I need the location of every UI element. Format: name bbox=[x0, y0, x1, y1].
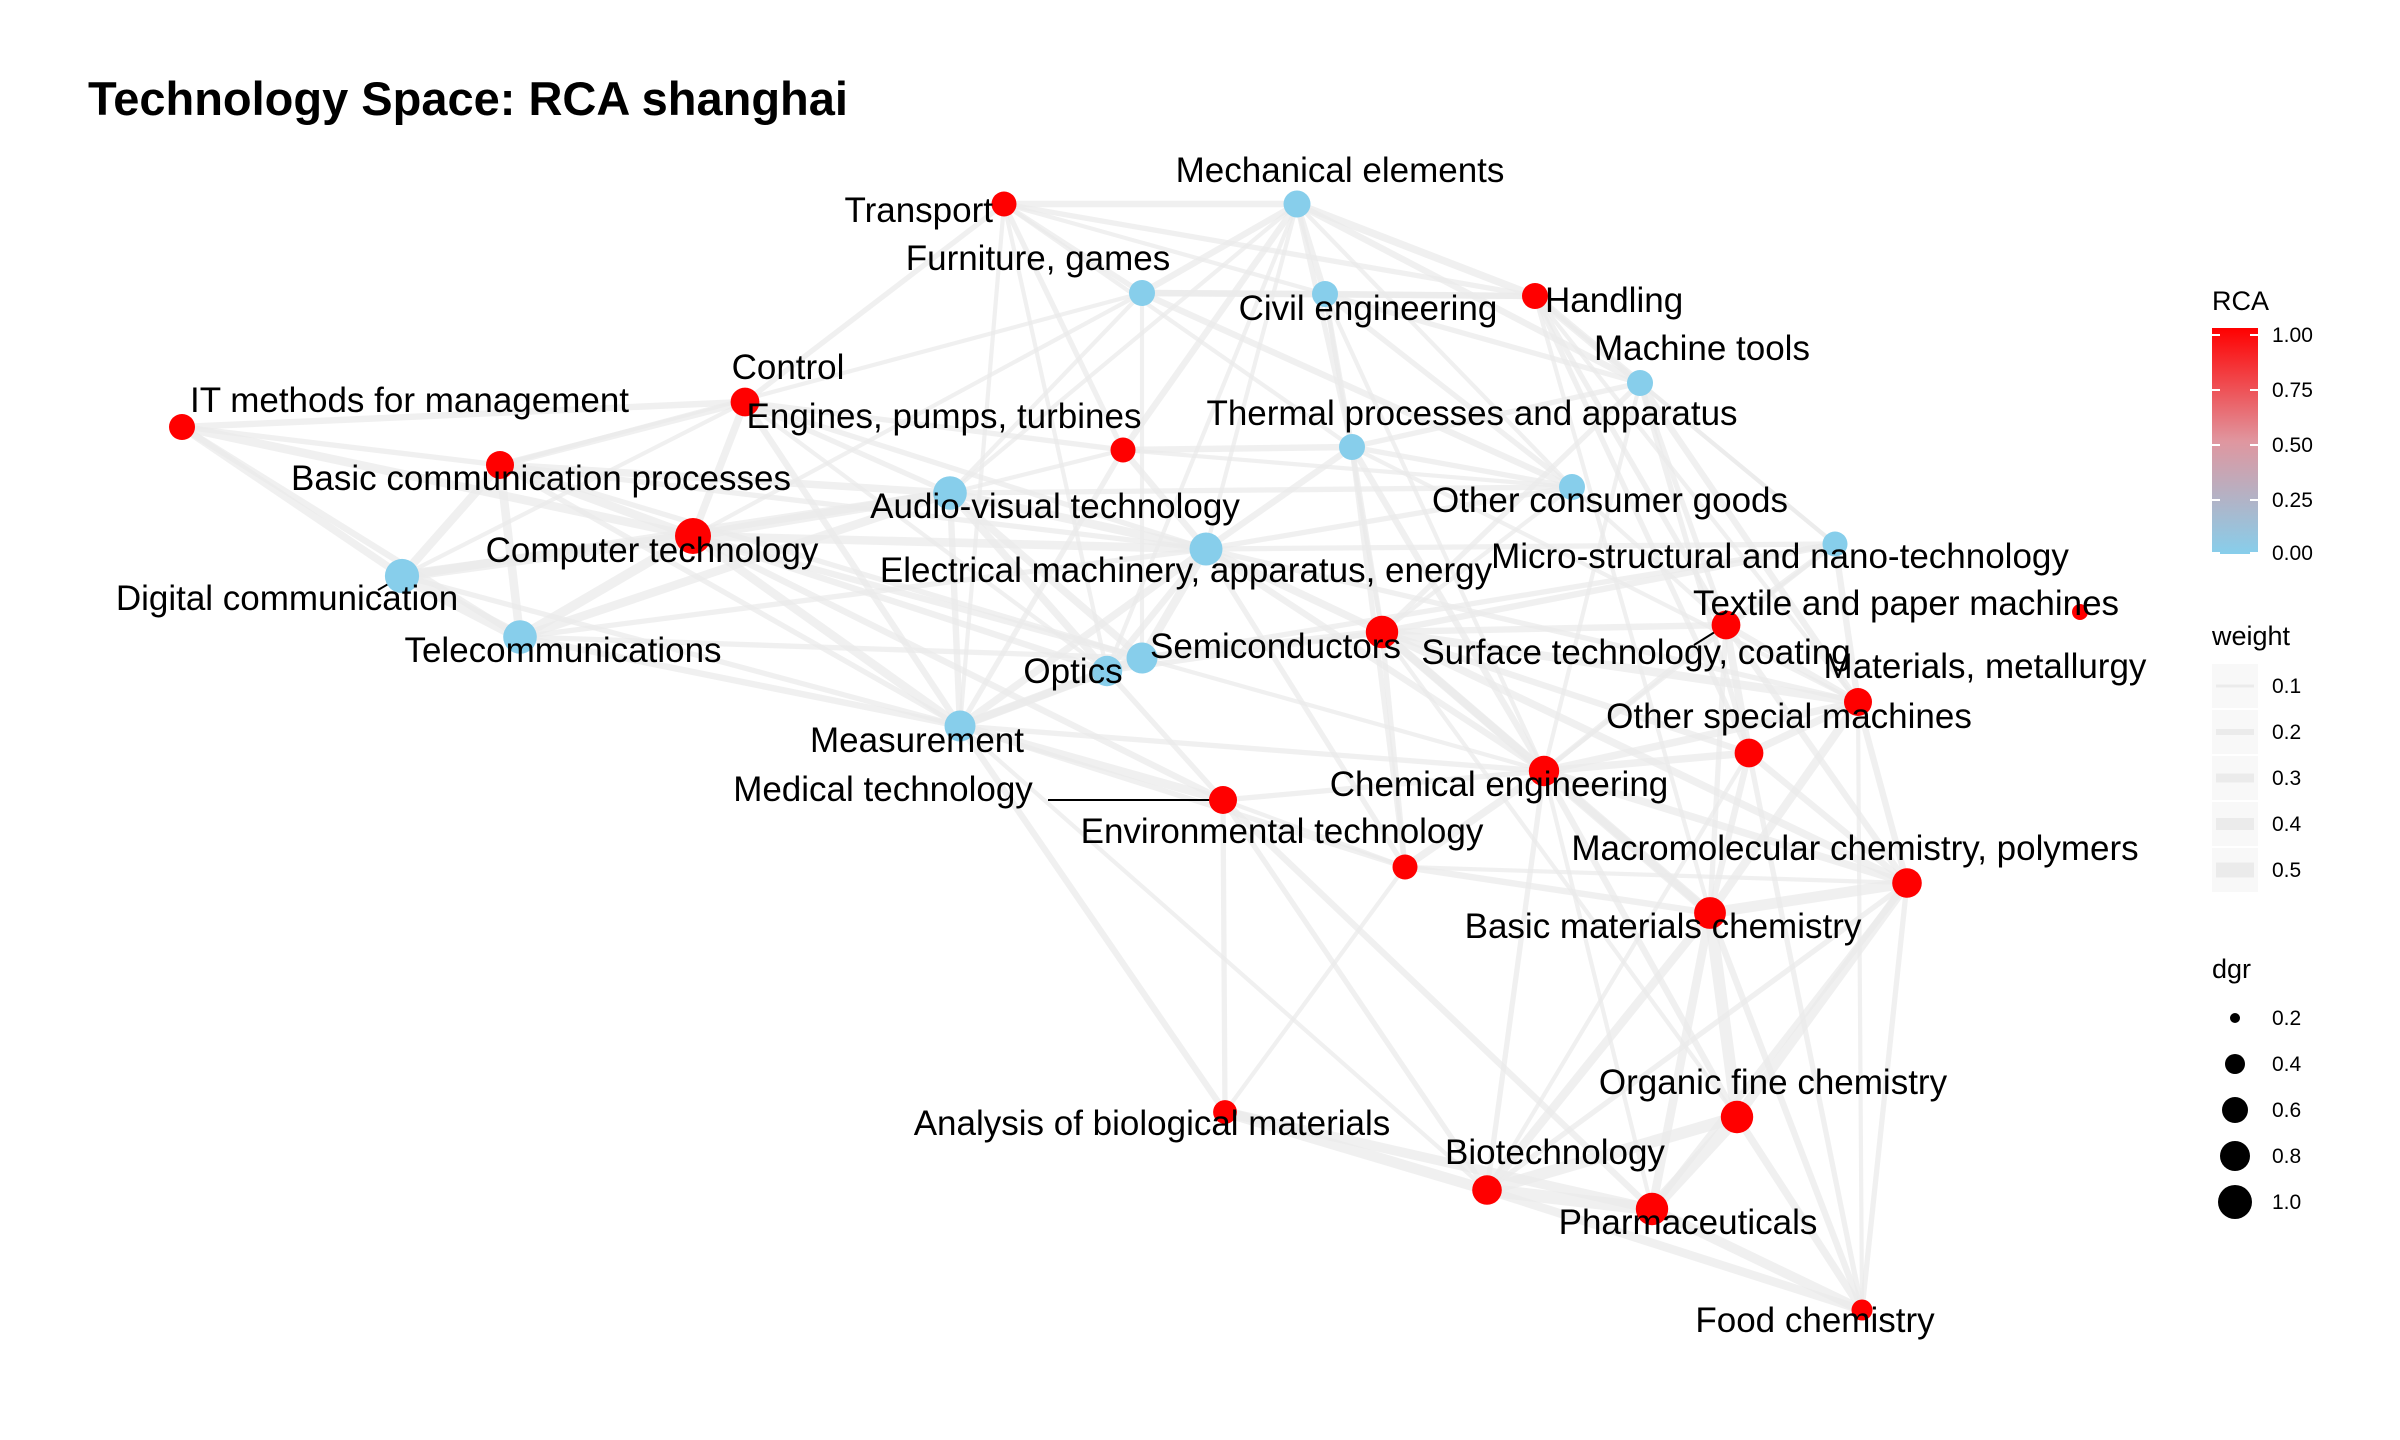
node-mechanical-elements bbox=[1284, 191, 1311, 218]
node-label-biotechnology: Biotechnology bbox=[1445, 1133, 1665, 1172]
node-biotechnology bbox=[1472, 1175, 1502, 1205]
edge bbox=[1225, 867, 1405, 1112]
node-engines-pumps bbox=[1111, 438, 1136, 463]
rca-legend-title: RCA bbox=[2212, 286, 2269, 316]
labels-layer: Transport Mechanical elements Furniture, g… bbox=[116, 151, 2147, 1340]
rca-tick-label: 0.25 bbox=[2272, 489, 2313, 512]
node-label-machine-tools: Machine tools bbox=[1594, 329, 1810, 368]
rca-tick-label: 0.00 bbox=[2272, 542, 2313, 565]
node-label-civil-engineering: Civil engineering bbox=[1239, 289, 1498, 328]
node-medical-technology bbox=[1209, 786, 1237, 814]
node-label-engines-pumps: Engines, pumps, turbines bbox=[747, 397, 1142, 436]
dgr-key-label: 0.4 bbox=[2272, 1053, 2302, 1076]
rca-legend: RCA 1.00 0.75 0.50 0.25 0.00 bbox=[2212, 286, 2313, 565]
node-label-surface-technology: Surface technology, coating bbox=[1421, 633, 1850, 672]
node-label-furniture-games: Furniture, games bbox=[906, 239, 1171, 278]
node-other-special-machines bbox=[1735, 739, 1764, 768]
node-label-chemical-engineering: Chemical engineering bbox=[1330, 765, 1669, 804]
node-label-materials-metallurgy: Materials, metallurgy bbox=[1824, 647, 2147, 686]
dgr-key-dot bbox=[2220, 1141, 2250, 1171]
dgr-legend: dgr 0.2 0.4 0.6 0.8 1.0 bbox=[2212, 954, 2302, 1219]
node-macromolecular bbox=[1892, 868, 1922, 898]
weight-key-label: 0.3 bbox=[2272, 767, 2301, 790]
node-label-handling: Handling bbox=[1545, 281, 1683, 320]
node-label-electrical-machinery: Electrical machinery, apparatus, energy bbox=[880, 551, 1493, 590]
dgr-key-label: 0.6 bbox=[2272, 1099, 2301, 1122]
node-label-analysis-bio: Analysis of biological materials bbox=[914, 1104, 1391, 1143]
node-machine-tools bbox=[1627, 370, 1653, 396]
node-label-audio-visual: Audio-visual technology bbox=[870, 487, 1240, 526]
node-label-pharmaceuticals: Pharmaceuticals bbox=[1559, 1203, 1818, 1242]
node-label-textile-paper: Textile and paper machines bbox=[1693, 584, 2119, 623]
node-label-food-chemistry: Food chemistry bbox=[1695, 1301, 1935, 1340]
node-label-it-methods: IT methods for management bbox=[190, 381, 629, 420]
weight-legend-title: weight bbox=[2211, 621, 2291, 651]
node-label-measurement: Measurement bbox=[810, 721, 1024, 760]
weight-key-label: 0.1 bbox=[2272, 675, 2301, 698]
dgr-key-dot bbox=[2225, 1054, 2245, 1074]
node-label-computer-technology: Computer technology bbox=[486, 531, 819, 570]
node-label-basic-communication: Basic communication processes bbox=[291, 459, 791, 498]
node-label-basic-materials: Basic materials chemistry bbox=[1465, 907, 1862, 946]
node-label-organic-fine: Organic fine chemistry bbox=[1599, 1063, 1948, 1102]
dgr-key-dot bbox=[2222, 1097, 2248, 1123]
weight-legend: weight 0.1 0.2 0.3 0.4 0.5 bbox=[2211, 621, 2302, 892]
node-label-control: Control bbox=[732, 348, 845, 387]
node-label-environmental-technology: Environmental technology bbox=[1081, 812, 1484, 851]
dgr-key-label: 0.8 bbox=[2272, 1145, 2301, 1168]
dgr-legend-title: dgr bbox=[2212, 954, 2251, 984]
weight-key-label: 0.4 bbox=[2272, 813, 2302, 836]
dgr-key-dot bbox=[2218, 1185, 2252, 1219]
node-furniture-games bbox=[1129, 280, 1155, 306]
node-thermal-processes bbox=[1339, 434, 1365, 460]
node-label-other-special-machines: Other special machines bbox=[1606, 697, 1972, 736]
rca-tick-label: 0.75 bbox=[2272, 379, 2313, 402]
node-label-thermal-processes: Thermal processes and apparatus bbox=[1206, 394, 1737, 433]
node-label-medical-technology: Medical technology bbox=[733, 770, 1033, 809]
node-label-other-consumer-goods: Other consumer goods bbox=[1432, 481, 1788, 520]
weight-key-label: 0.5 bbox=[2272, 859, 2301, 882]
node-organic-fine bbox=[1721, 1101, 1753, 1133]
dgr-key-label: 1.0 bbox=[2272, 1191, 2301, 1214]
edge bbox=[1297, 204, 1535, 296]
node-environmental-technology bbox=[1393, 855, 1418, 880]
rca-colorbar bbox=[2212, 328, 2258, 554]
page-title: Technology Space: RCA shanghai bbox=[88, 72, 848, 125]
node-label-mechanical-elements: Mechanical elements bbox=[1176, 151, 1505, 190]
edge bbox=[1123, 447, 1352, 450]
node-transport bbox=[992, 192, 1017, 217]
node-label-telecommunications: Telecommunications bbox=[404, 631, 721, 670]
node-label-macromolecular: Macromolecular chemistry, polymers bbox=[1571, 829, 2138, 868]
node-label-semiconductors: Semiconductors bbox=[1150, 627, 1401, 666]
dgr-key-dot bbox=[2230, 1013, 2240, 1023]
rca-tick-label: 0.50 bbox=[2272, 434, 2313, 457]
edge bbox=[1858, 702, 1862, 1310]
node-label-micro-structural: Micro-structural and nano-technology bbox=[1491, 537, 2069, 576]
edge bbox=[1382, 625, 1726, 632]
dgr-key-label: 0.2 bbox=[2272, 1007, 2301, 1030]
rca-tick-label: 1.00 bbox=[2272, 324, 2313, 347]
node-label-optics: Optics bbox=[1023, 652, 1122, 691]
node-label-digital-communication: Digital communication bbox=[116, 579, 458, 618]
node-label-transport: Transport bbox=[845, 191, 994, 230]
weight-key-label: 0.2 bbox=[2272, 721, 2301, 744]
